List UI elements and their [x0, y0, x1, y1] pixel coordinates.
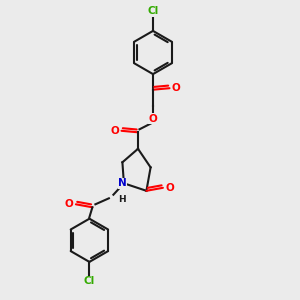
Text: N: N [118, 178, 127, 188]
Text: O: O [165, 183, 174, 193]
Text: H: H [118, 195, 125, 204]
Text: O: O [110, 126, 119, 136]
Text: Cl: Cl [147, 6, 159, 16]
Text: O: O [65, 199, 74, 209]
Text: Cl: Cl [84, 276, 95, 286]
Text: O: O [148, 114, 158, 124]
Text: O: O [172, 83, 181, 93]
